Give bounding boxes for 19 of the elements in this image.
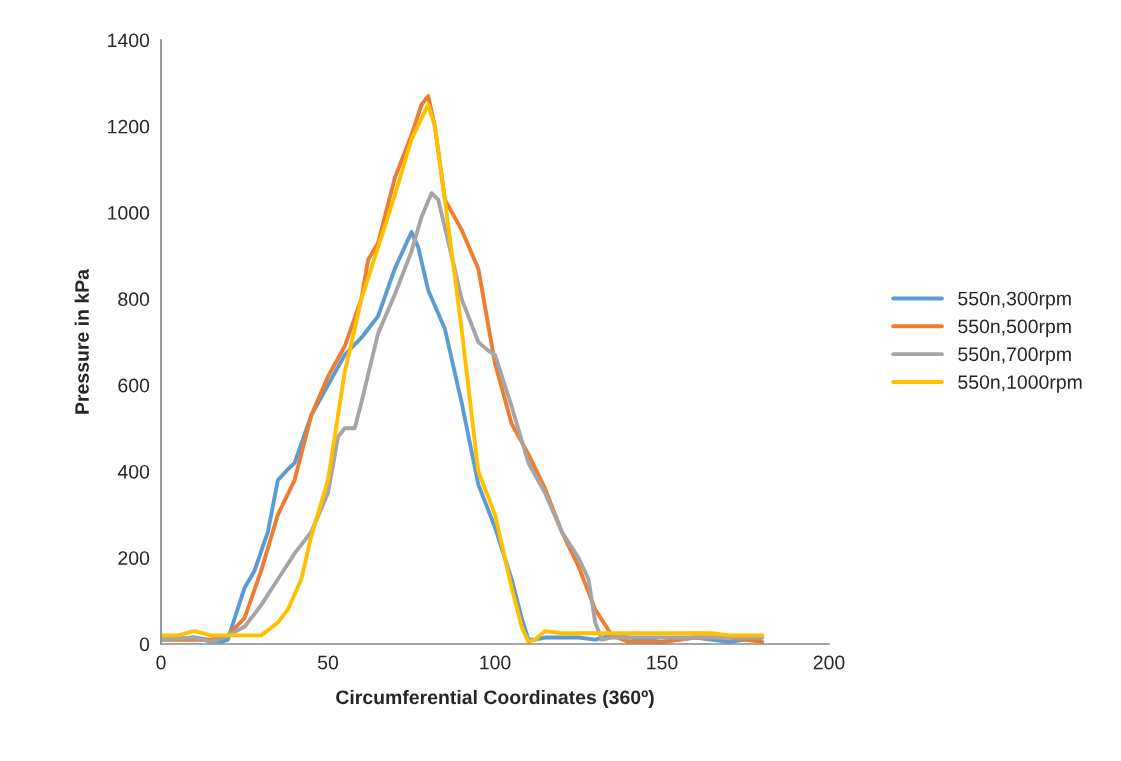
x-axis-title: Circumferential Coordinates (360º) [336,689,654,709]
y-tick-label: 200 [118,551,150,565]
y-axis-title: Pressure in kPa [74,268,89,414]
legend-label: 550n,700rpm [958,347,1071,365]
y-tick-label: 1000 [108,206,150,220]
x-tick-label: 50 [317,655,339,670]
y-tick-label: 600 [118,378,150,393]
y-tick-label: 800 [118,292,150,307]
x-tick-label: 150 [647,655,678,670]
x-tick-label: 100 [480,655,511,670]
legend-label: 550n,1000rpm [958,375,1082,393]
y-tick-label: 400 [117,464,150,479]
y-tick-label: 1400 [108,33,150,48]
y-tick-label: 1200 [108,119,150,134]
y-tick-label: 0 [139,637,150,652]
legend-label: 550n,500rpm [958,319,1071,338]
x-tick-label: 0 [156,655,166,670]
legend-label: 550n,300rpm [958,291,1071,310]
x-tick-label: 200 [813,655,845,670]
